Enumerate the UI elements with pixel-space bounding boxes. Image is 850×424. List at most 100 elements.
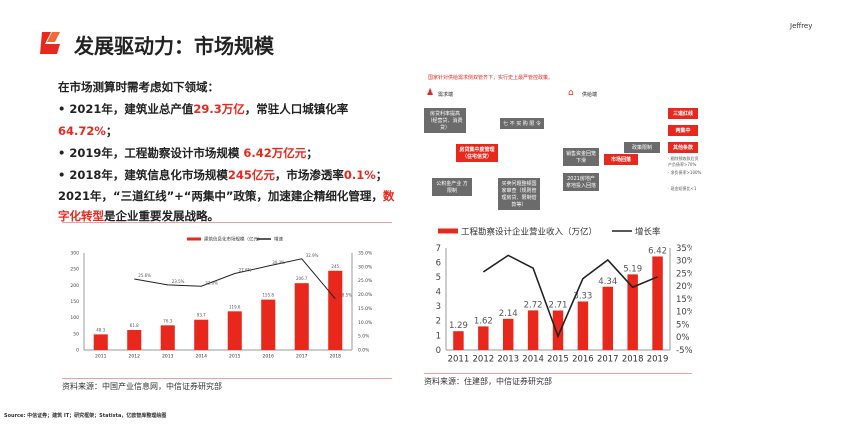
note: · 现金短债比<1 — [668, 186, 697, 191]
legend-label: 建筑信息化市场规模（亿元） — [204, 235, 263, 242]
intro-text: 在市场测算时需考虑如下领域： — [58, 80, 219, 94]
policy-diagram: 国家针对供给需求侧双管齐下，实行史上最严管控政策。 ♟ 需求端 ⌂ 供给端 房贷… — [420, 70, 720, 210]
survey-design-chart: 工程勘察设计企业营业收入（万亿） 增长率 0 1 2 3 4 5 6 7 -5% 0% 5% 10% 15%… — [424, 222, 695, 372]
chart1-source: 资料来源：中国产业信息网，中信证券研究部 — [62, 378, 392, 392]
bar-value-label: 1.29 — [449, 321, 468, 331]
bar — [227, 311, 242, 350]
bar — [602, 286, 614, 350]
text: ，常驻人口城镇化率 — [244, 102, 349, 116]
bar — [627, 274, 638, 350]
y-tick-label: 0 — [436, 346, 441, 356]
y2-tick-label: 25% — [676, 269, 692, 279]
x-tick-label: 2018 — [622, 355, 644, 365]
bar — [294, 283, 309, 350]
x-tick-label: 2011 — [95, 354, 107, 360]
growth-label: 32.9% — [306, 253, 319, 258]
text: ； — [105, 124, 118, 138]
bar-value-label: 2.14 — [499, 309, 518, 319]
x-tick-label: 2013 — [162, 354, 174, 360]
text: ，市场渗透率 — [274, 168, 344, 182]
x-tick-label: 2012 — [473, 355, 495, 365]
bar-value-label: 2.72 — [524, 300, 543, 310]
y-tick-label: 50 — [73, 331, 79, 337]
legend-label: 增速 — [274, 235, 283, 242]
bar — [652, 256, 663, 350]
demand-label: 需求端 — [438, 92, 454, 98]
bar — [160, 325, 175, 350]
y2-tick-label: 30% — [676, 257, 692, 267]
person-icon: ♟ — [426, 88, 435, 98]
legend-bar-swatch — [187, 237, 201, 241]
y-tick-label: 150 — [70, 299, 79, 305]
y-tick-label: 0 — [76, 348, 79, 354]
y-tick-label: 2 — [436, 317, 441, 327]
text: • 2018年，建筑信息化市场规模 — [58, 168, 228, 182]
bar-value-label: 48.3 — [96, 327, 105, 332]
y2-tick-label: 0.0% — [358, 348, 370, 354]
bar — [552, 310, 564, 350]
text: • 2021年，建筑业总产值 — [58, 102, 194, 116]
x-tick-label: 2017 — [597, 355, 619, 365]
y2-tick-label: 25.0% — [358, 278, 373, 284]
y-tick-label: 100 — [70, 315, 79, 321]
bar-value-label: 2.71 — [549, 301, 568, 311]
growth-label: 25.6% — [138, 273, 151, 278]
growth-label: 18.5% — [339, 293, 352, 298]
gray-box: 房贷利率提高（经营贷、消费贷） — [424, 108, 466, 133]
supply-label: 供给端 — [582, 92, 598, 98]
x-tick-label: 2013 — [497, 355, 519, 365]
house-icon: ⌂ — [568, 88, 574, 98]
bar-value-label: 245 — [331, 264, 339, 269]
y2-tick-label: 20% — [676, 282, 692, 292]
gray-box: 买卖问题整顿国家审查（规则管理房贷、限制借款等） — [498, 178, 540, 210]
x-tick-label: 2019 — [647, 355, 669, 365]
right-tag: 其他条款 — [668, 142, 698, 153]
x-tick-label: 2016 — [263, 354, 275, 360]
right-tag: 三道红线 — [668, 108, 698, 119]
x-tick-label: 2014 — [522, 355, 544, 365]
highlight: 29.3万亿 — [193, 102, 245, 116]
x-tick-label: 2015 — [547, 355, 569, 365]
growth-label: 27.6% — [239, 268, 252, 273]
legend-label: 工程勘察设计企业营业收入（万亿） — [461, 226, 597, 237]
footer-source: Source: 中信证券；建筑 IT；研究框架；Statista，亿欧智库整理绘… — [4, 413, 167, 419]
bar-value-label: 5.19 — [623, 264, 642, 274]
highlight: 245亿元 — [227, 168, 275, 182]
y-tick-label: 4 — [436, 288, 441, 298]
y-tick-label: 3 — [436, 302, 441, 312]
bar-value-label: 76.3 — [163, 318, 172, 323]
bar-value-label: 3.33 — [573, 291, 592, 301]
x-tick-label: 2017 — [296, 354, 308, 360]
x-tick-label: 2014 — [196, 354, 208, 360]
y2-tick-label: 15.0% — [358, 306, 373, 312]
bar-value-label: 4.34 — [598, 277, 617, 287]
note: · 净负债率>100% — [668, 170, 702, 175]
bar — [527, 310, 539, 350]
x-tick-label: 2011 — [448, 355, 470, 365]
bar — [261, 299, 276, 350]
bar — [478, 326, 489, 350]
y2-tick-label: -5% — [676, 346, 692, 356]
x-tick-label: 2012 — [129, 354, 141, 360]
gray-box: 销售资金回笼下滑 — [563, 148, 599, 166]
y2-tick-label: 35% — [676, 244, 692, 254]
highlight: 64.72% — [58, 124, 106, 138]
policy-text: 2021年，“三道红线”+“两集中”政策，加速建企精细化管理，数字化转型是企业重… — [58, 186, 403, 226]
note: · 剔除预收款后资产负债率>70% — [668, 156, 699, 167]
x-tick-label: 2018 — [330, 354, 342, 360]
author-label: Jeffrey — [790, 22, 813, 30]
y2-tick-label: 35.0% — [358, 251, 373, 257]
text: ； — [375, 168, 388, 182]
text: ； — [306, 146, 318, 160]
bar-value-label: 1.62 — [474, 316, 493, 326]
diagram-headline: 国家针对供给需求侧双管齐下，实行史上最严管控政策。 — [428, 75, 554, 81]
growth-line — [134, 258, 336, 300]
result-tag: 市场回落 — [604, 154, 638, 165]
y-tick-label: 7 — [436, 244, 441, 254]
bar — [127, 330, 142, 350]
growth-label: 23.0% — [205, 280, 218, 285]
bar — [577, 301, 589, 350]
y2-tick-label: 0% — [676, 333, 690, 343]
bar-value-label: 119.6 — [229, 304, 241, 309]
growth-label: 30.3% — [272, 260, 285, 265]
